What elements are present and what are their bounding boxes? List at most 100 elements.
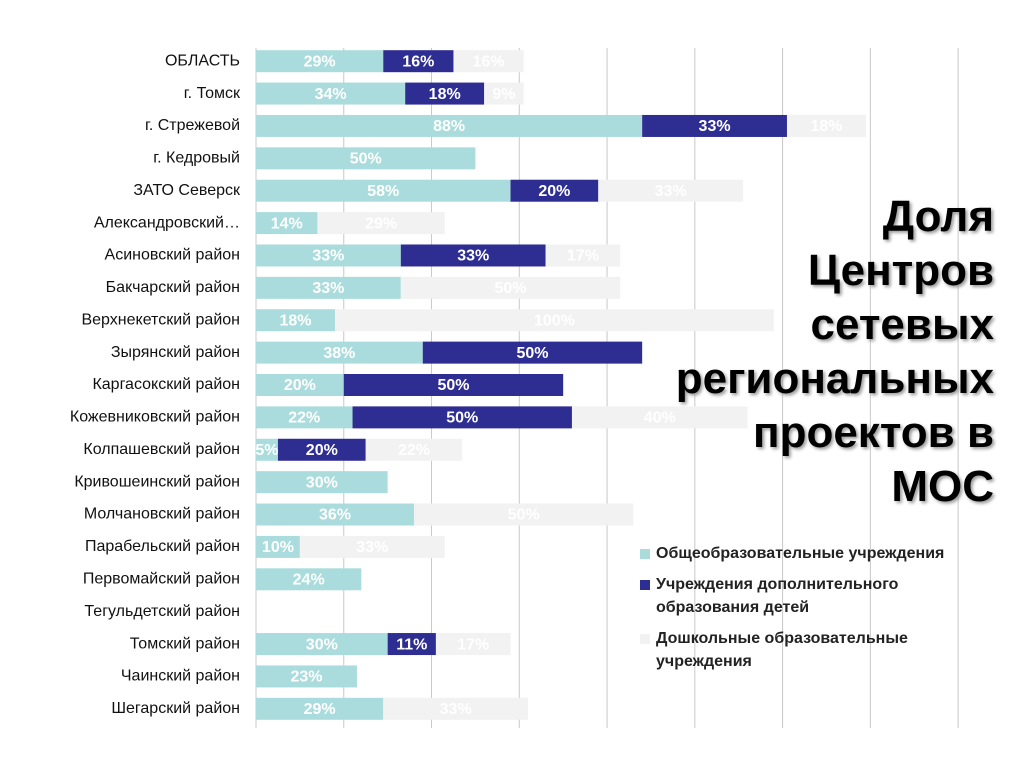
- data-label: 23%: [290, 669, 322, 686]
- data-label: 50%: [350, 151, 382, 168]
- legend-item: Общеобразовательные учреждения: [640, 542, 980, 565]
- bar-segment: [256, 471, 388, 494]
- bar-segment: [256, 179, 511, 202]
- y-tick-label: Бакчарский район: [106, 279, 240, 296]
- bar-segment: [571, 406, 748, 429]
- bar-segment: [256, 633, 388, 656]
- y-tick-label: Зырянский район: [111, 344, 240, 361]
- bar-segment: [422, 341, 643, 364]
- legend-swatch: [640, 549, 650, 559]
- bar-segment: [256, 374, 344, 396]
- chart-title: Доля Центров сетевых региональных проект…: [675, 192, 994, 511]
- data-label: 14%: [271, 215, 303, 232]
- data-label: 20%: [538, 183, 570, 200]
- bar-segment: [256, 503, 414, 526]
- legend: Общеобразовательные учреждения Учреждения…: [640, 542, 980, 681]
- data-label: 18%: [279, 312, 311, 329]
- bar-segment: [400, 244, 546, 267]
- bar-segment: [256, 697, 384, 720]
- data-label: 5%: [255, 442, 278, 459]
- bar-segment: [256, 50, 384, 73]
- bar-segment: [256, 244, 401, 267]
- bar-segment: [256, 406, 353, 429]
- y-tick-label: Шегарский район: [111, 700, 240, 717]
- y-tick-label: Чаинский район: [121, 668, 240, 685]
- bar-segment: [545, 244, 621, 267]
- y-tick-label: г. Стрежевой: [145, 117, 240, 134]
- data-label: 16%: [402, 53, 434, 70]
- bar-segment: [256, 568, 362, 591]
- legend-label: Учреждения дополнительного образования д…: [656, 576, 899, 616]
- data-label: 50%: [508, 507, 540, 524]
- data-label: 17%: [457, 636, 489, 653]
- y-tick-label: Верхнекетский район: [81, 311, 240, 328]
- data-label: 22%: [288, 410, 320, 427]
- bar-segment: [299, 535, 445, 558]
- legend-swatch: [640, 634, 650, 644]
- data-label: 58%: [367, 183, 399, 200]
- y-tick-label: Каргасокский район: [92, 376, 240, 393]
- y-tick-label: Молчановский район: [84, 506, 240, 523]
- bar-segment: [256, 535, 300, 558]
- bar-segment: [435, 633, 511, 656]
- y-tick-label: г. Кедровый: [153, 150, 240, 167]
- data-label: 30%: [306, 474, 338, 491]
- bar-segment: [598, 179, 744, 202]
- data-label: 33%: [312, 248, 344, 265]
- bar-segment: [413, 503, 634, 526]
- bar-segment: [317, 212, 445, 235]
- bar-segment: [256, 341, 423, 364]
- data-label: 30%: [306, 636, 338, 653]
- y-tick-label: ЗАТО Северск: [133, 182, 241, 199]
- bar-segment: [256, 276, 401, 299]
- bar-segment: [256, 114, 643, 137]
- y-tick-label: Асиновский район: [105, 247, 240, 264]
- data-label: 38%: [323, 345, 355, 362]
- data-label: 33%: [440, 701, 472, 718]
- data-label: 18%: [810, 118, 842, 135]
- data-label: 33%: [356, 539, 388, 556]
- bar-segment: [334, 309, 774, 332]
- bar-segment: [453, 50, 524, 73]
- data-label: 17%: [567, 248, 599, 265]
- legend-label: Дошкольные образовательные учреждения: [656, 630, 908, 670]
- data-label: 50%: [495, 280, 527, 297]
- data-label: 20%: [306, 442, 338, 459]
- legend-label: Общеобразовательные учреждения: [656, 545, 945, 562]
- data-label: 20%: [284, 377, 316, 394]
- data-label: 100%: [534, 312, 575, 329]
- data-label: 33%: [312, 280, 344, 297]
- data-label: 36%: [319, 507, 351, 524]
- data-label: 50%: [516, 345, 548, 362]
- y-tick-label: ОБЛАСТЬ: [165, 52, 240, 69]
- bar-segment: [405, 82, 485, 105]
- y-tick-label: Кожевниковский район: [70, 409, 240, 426]
- y-tick-label: Первомайский район: [83, 571, 240, 588]
- bar-segment: [786, 114, 866, 137]
- y-tick-label: Томский район: [130, 635, 240, 652]
- y-tick-label: Колпашевский район: [83, 441, 240, 458]
- bar-segment: [256, 309, 335, 332]
- data-label: 10%: [262, 539, 294, 556]
- y-tick-label: г. Томск: [184, 85, 241, 102]
- data-label: 18%: [429, 86, 461, 103]
- bar-segment: [510, 179, 599, 202]
- y-tick-label: Александровский…: [94, 214, 240, 231]
- legend-swatch: [640, 580, 650, 590]
- bar-segment: [256, 212, 318, 235]
- data-label: 50%: [446, 410, 478, 427]
- data-label: 33%: [699, 118, 731, 135]
- data-label: 22%: [398, 442, 430, 459]
- bar-segment: [256, 147, 476, 170]
- data-label: 40%: [644, 410, 676, 427]
- bar-segment: [484, 82, 524, 105]
- bar-segment: [352, 406, 572, 429]
- bar-segment: [365, 438, 463, 461]
- bar-segment: [387, 633, 436, 656]
- data-label: 24%: [293, 572, 325, 589]
- legend-item: Дошкольные образовательные учреждения: [640, 627, 980, 673]
- data-label: 50%: [437, 377, 469, 394]
- legend-item: Учреждения дополнительного образования д…: [640, 573, 980, 619]
